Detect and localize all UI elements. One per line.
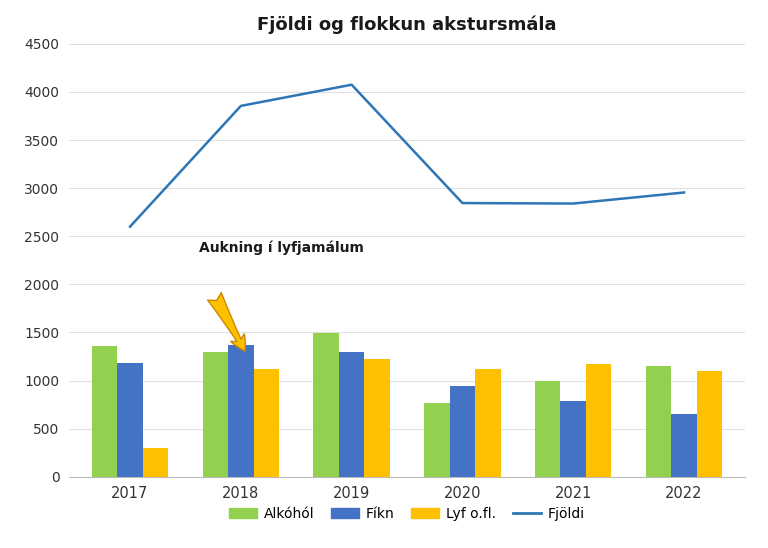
Bar	[228, 345, 253, 477]
Bar	[339, 352, 364, 477]
Bar	[646, 366, 671, 477]
Title: Fjöldi og flokkun akstursmála: Fjöldi og flokkun akstursmála	[257, 15, 557, 34]
Bar	[203, 352, 228, 477]
Legend: Alkóhól, Fíkn, Lyf o.fl., Fjöldi: Alkóhól, Fíkn, Lyf o.fl., Fjöldi	[223, 501, 591, 526]
Bar	[364, 359, 390, 477]
Bar	[253, 369, 279, 477]
Bar	[92, 346, 118, 477]
Bar	[118, 363, 143, 477]
Bar	[424, 403, 450, 477]
Bar	[697, 371, 722, 477]
Bar	[143, 448, 168, 477]
Bar	[671, 414, 697, 477]
Bar	[586, 364, 611, 477]
Bar	[313, 333, 339, 477]
Bar	[561, 401, 586, 477]
Bar	[475, 369, 501, 477]
Bar	[535, 380, 561, 477]
Bar	[450, 386, 475, 477]
Text: Aukning í lyfjamálum: Aukning í lyfjamálum	[199, 240, 363, 255]
